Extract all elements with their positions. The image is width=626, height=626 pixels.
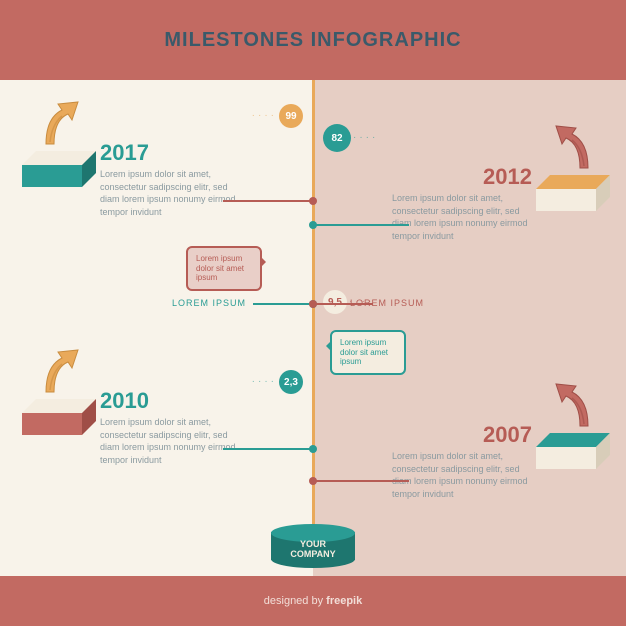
milestone-body: Lorem ipsum dolor sit amet, consectetur …	[100, 416, 240, 466]
footer-brand: freepik	[326, 595, 362, 607]
mid-connector	[253, 303, 313, 305]
value-badge: 99	[279, 104, 303, 128]
mid-node	[309, 300, 317, 308]
infographic-frame: MILESTONES INFOGRAPHIC 2017Lorem ipsum d…	[0, 0, 626, 626]
value-badge: 82	[323, 124, 351, 152]
company-label-1: YOUR	[300, 539, 326, 549]
platform-box	[22, 158, 90, 186]
milestone-body: Lorem ipsum dolor sit amet, consectetur …	[100, 168, 240, 218]
dotted-leader: ····	[252, 376, 277, 387]
platform-box	[22, 406, 90, 434]
footer: designed by freepik	[0, 576, 626, 626]
connector-line	[223, 448, 313, 450]
milestone-year: 2017	[100, 140, 149, 166]
connector-node	[309, 197, 317, 205]
speech-bubble: Lorem ipsum dolor sit amet ipsum	[330, 330, 406, 375]
connector-line	[313, 480, 409, 482]
curved-arrow-icon	[40, 98, 82, 150]
platform-box	[536, 440, 604, 468]
platform-box	[536, 182, 604, 210]
connector-node	[309, 221, 317, 229]
milestone-year: 2012	[483, 164, 532, 190]
curved-arrow-icon	[40, 346, 82, 398]
company-label: YOUR COMPANY	[271, 540, 355, 560]
mid-connector	[313, 303, 373, 305]
dotted-leader: ····	[252, 110, 277, 121]
milestone-year: 2007	[483, 422, 532, 448]
milestone-body: Lorem ipsum dolor sit amet, consectetur …	[392, 192, 532, 242]
content-area: 2017Lorem ipsum dolor sit amet, consecte…	[0, 80, 626, 576]
connector-line	[223, 200, 313, 202]
connector-node	[309, 445, 317, 453]
footer-prefix: designed by	[264, 595, 326, 607]
milestone-year: 2010	[100, 388, 149, 414]
company-label-2: COMPANY	[290, 549, 335, 559]
milestone-body: Lorem ipsum dolor sit amet, consectetur …	[392, 450, 532, 500]
page-title: MILESTONES INFOGRAPHIC	[164, 29, 461, 52]
dotted-leader: ····	[353, 132, 378, 143]
value-badge: 2,3	[279, 370, 303, 394]
curved-arrow-icon	[552, 122, 594, 174]
mid-label: LOREM IPSUM	[172, 298, 246, 308]
connector-line	[313, 224, 409, 226]
company-base: YOUR COMPANY	[271, 524, 355, 568]
header: MILESTONES INFOGRAPHIC	[0, 0, 626, 80]
speech-bubble: Lorem ipsum dolor sit amet ipsum	[186, 246, 262, 291]
connector-node	[309, 477, 317, 485]
value-badge: 9,5	[323, 290, 347, 314]
footer-text: designed by freepik	[264, 595, 362, 607]
curved-arrow-icon	[552, 380, 594, 432]
